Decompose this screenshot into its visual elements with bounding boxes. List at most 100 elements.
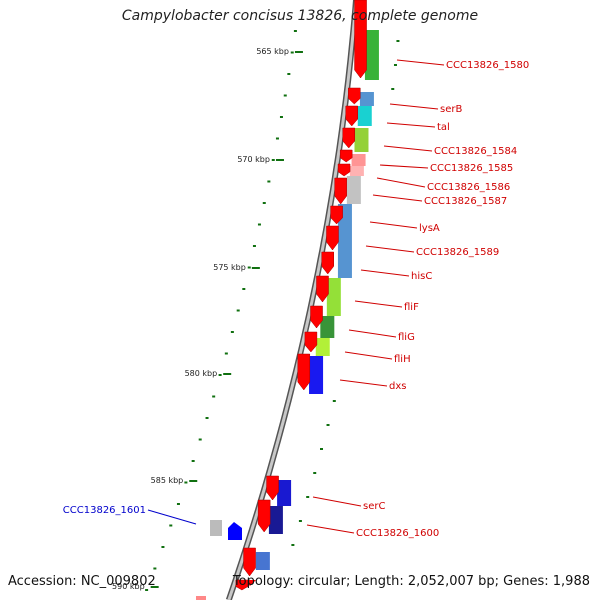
leader-line [365, 245, 415, 253]
gene-label: CCC13826_1580 [446, 60, 529, 71]
category-block [210, 520, 222, 536]
scale-tick-dot [267, 180, 271, 183]
scale-label: 565 kbp [256, 47, 289, 56]
scale-tick-dot [257, 223, 261, 226]
scale-tick-dot [224, 352, 228, 355]
leader-line [389, 103, 439, 110]
scale-label: 585 kbp [151, 476, 184, 485]
category-block [349, 166, 364, 176]
scale-tick-dot [236, 309, 240, 312]
leader-line [376, 177, 426, 188]
scale-tick-dot [161, 546, 165, 548]
scale-tick-dot [247, 266, 251, 269]
scale-major-tick [275, 159, 284, 161]
gene-arrow-forward [243, 547, 256, 577]
gene-label: serB [440, 104, 462, 115]
category-block [351, 154, 366, 166]
gene-arrow-reverse [228, 522, 242, 540]
scale-label: 580 kbp [185, 369, 218, 378]
gene-label: CCC13826_1587 [424, 196, 507, 207]
gene-label: fliF [404, 302, 419, 313]
scale-major-tick [150, 586, 159, 588]
category-block [354, 128, 369, 152]
category-block [357, 106, 372, 126]
outer-tick-dot [298, 520, 302, 522]
scale-label: 570 kbp [237, 155, 270, 164]
outer-tick-dot [326, 424, 330, 426]
outer-tick-dot [313, 472, 317, 474]
gene-arrow-forward [354, 0, 367, 79]
leader-line [372, 194, 423, 202]
gene-arrow-forward [266, 475, 279, 501]
scale-tick-dot [153, 567, 157, 570]
label-leader-lines [147, 59, 445, 534]
scale-major-tick [223, 373, 232, 375]
accession-text: Accession: NC_009802 [8, 574, 156, 589]
leader-line [354, 300, 403, 308]
scale-tick-dot [252, 245, 256, 247]
genome-stats-text: Topology: circular; Length: 2,052,007 bp… [232, 574, 590, 589]
scale-tick-dot [290, 51, 294, 54]
scale-major-tick [189, 480, 198, 482]
gene-arrow-forward [321, 251, 334, 275]
scale-ticks: 565 kbp 570 kbp 575 kbp 580 kbp 585 kbp 590 k… [112, 30, 400, 591]
scale-tick-dot [184, 481, 188, 484]
scale-label: 575 kbp [213, 263, 246, 272]
gene-arrow-forward [342, 127, 356, 149]
outer-tick-dot [393, 64, 397, 66]
gene-label: fliH [394, 354, 411, 365]
scale-tick-dot [242, 288, 246, 290]
category-block [326, 278, 341, 316]
scale-tick-dot [191, 460, 195, 462]
scale-major-tick [294, 51, 303, 53]
gene-arrow-forward [316, 275, 329, 303]
leader-line [379, 164, 429, 169]
map-title: Campylobacter concisus 13826, complete g… [121, 8, 479, 24]
category-block [277, 480, 292, 506]
category-block [268, 506, 283, 534]
gene-arrow-forward [348, 87, 361, 105]
outer-tick-dot [306, 496, 310, 498]
leader-line [396, 59, 445, 66]
scale-tick-dot [275, 137, 279, 140]
gene-label: CCC13826_1584 [434, 146, 517, 157]
outer-tick-dot [320, 448, 324, 450]
leader-line [369, 221, 418, 229]
gene-label: CCC13826_1600 [356, 528, 439, 539]
gene-label: CCC13826_1601 [63, 505, 146, 516]
outer-tick-dot [396, 40, 400, 42]
gene-arrow-forward [339, 149, 353, 163]
gene-label: serC [363, 501, 385, 512]
outer-tick-dot [391, 88, 395, 90]
gene-labels: CCC13826_1580 serB tal CCC13826_1584 CCC1382… [63, 60, 529, 539]
leader-line [306, 524, 355, 534]
gene-arrow-forward [330, 205, 343, 225]
scale-tick-dot [279, 116, 283, 118]
category-block [320, 316, 335, 338]
scale-tick-dot [212, 395, 216, 398]
scale-tick-dot [293, 30, 297, 32]
category-block [255, 552, 270, 570]
scale-tick-dot [198, 438, 202, 441]
gene-label: CCC13826_1589 [416, 247, 499, 258]
leader-line [147, 509, 197, 525]
gene-label: fliG [398, 332, 415, 343]
gene-label: tal [437, 122, 450, 133]
leader-line [312, 496, 362, 507]
scale-label: 590 kbp [112, 582, 145, 591]
category-block [337, 204, 352, 278]
gene-arrow-forward [196, 596, 206, 600]
scale-tick-dot [230, 331, 234, 333]
gene-label: dxs [389, 381, 406, 392]
leader-line [383, 145, 433, 152]
category-block [364, 30, 379, 80]
gene-arrows [196, 0, 367, 600]
category-block [346, 176, 361, 204]
scale-tick-dot [145, 589, 149, 591]
gene-arrow-forward [345, 105, 359, 127]
outer-tick-dot [291, 544, 295, 546]
leader-line [360, 269, 410, 277]
scale-tick-dot [218, 374, 222, 376]
scale-tick-dot [205, 417, 209, 419]
